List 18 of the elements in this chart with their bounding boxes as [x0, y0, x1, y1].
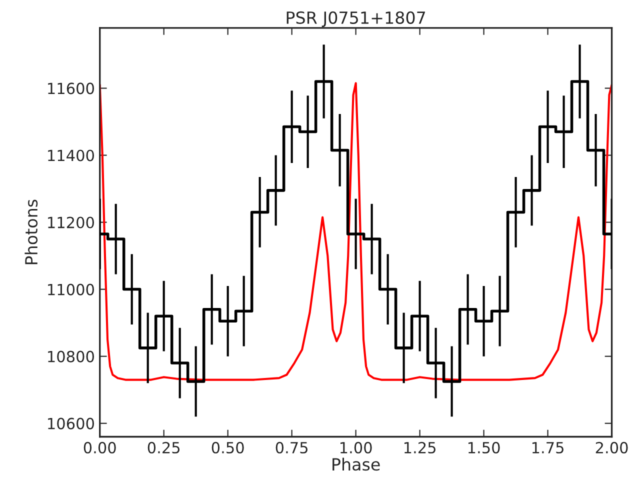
y-tick-label: 11000 [48, 284, 94, 296]
x-tick-label: 0.25 [148, 442, 180, 454]
y-tick-label: 11200 [48, 216, 94, 228]
x-tick-label: 0.75 [276, 442, 308, 454]
x-tick-label: 1.75 [532, 442, 564, 454]
x-tick-label: 0.50 [212, 442, 244, 454]
y-tick-label: 10600 [48, 418, 94, 430]
y-tick-label: 11600 [48, 82, 94, 94]
x-tick-label: 1.00 [340, 442, 372, 454]
y-tick-label: 11400 [48, 150, 94, 162]
chart-title: PSR J0751+1807 [286, 11, 425, 28]
x-axis-title: Phase [332, 458, 380, 471]
y-tick-label: 10800 [48, 350, 94, 362]
x-tick-label: 2.00 [596, 442, 628, 454]
x-tick-label: 1.50 [468, 442, 500, 454]
x-tick-label: 1.25 [404, 442, 436, 454]
x-tick-label: 0.00 [84, 442, 116, 454]
y-axis-title: Photons [24, 200, 38, 264]
